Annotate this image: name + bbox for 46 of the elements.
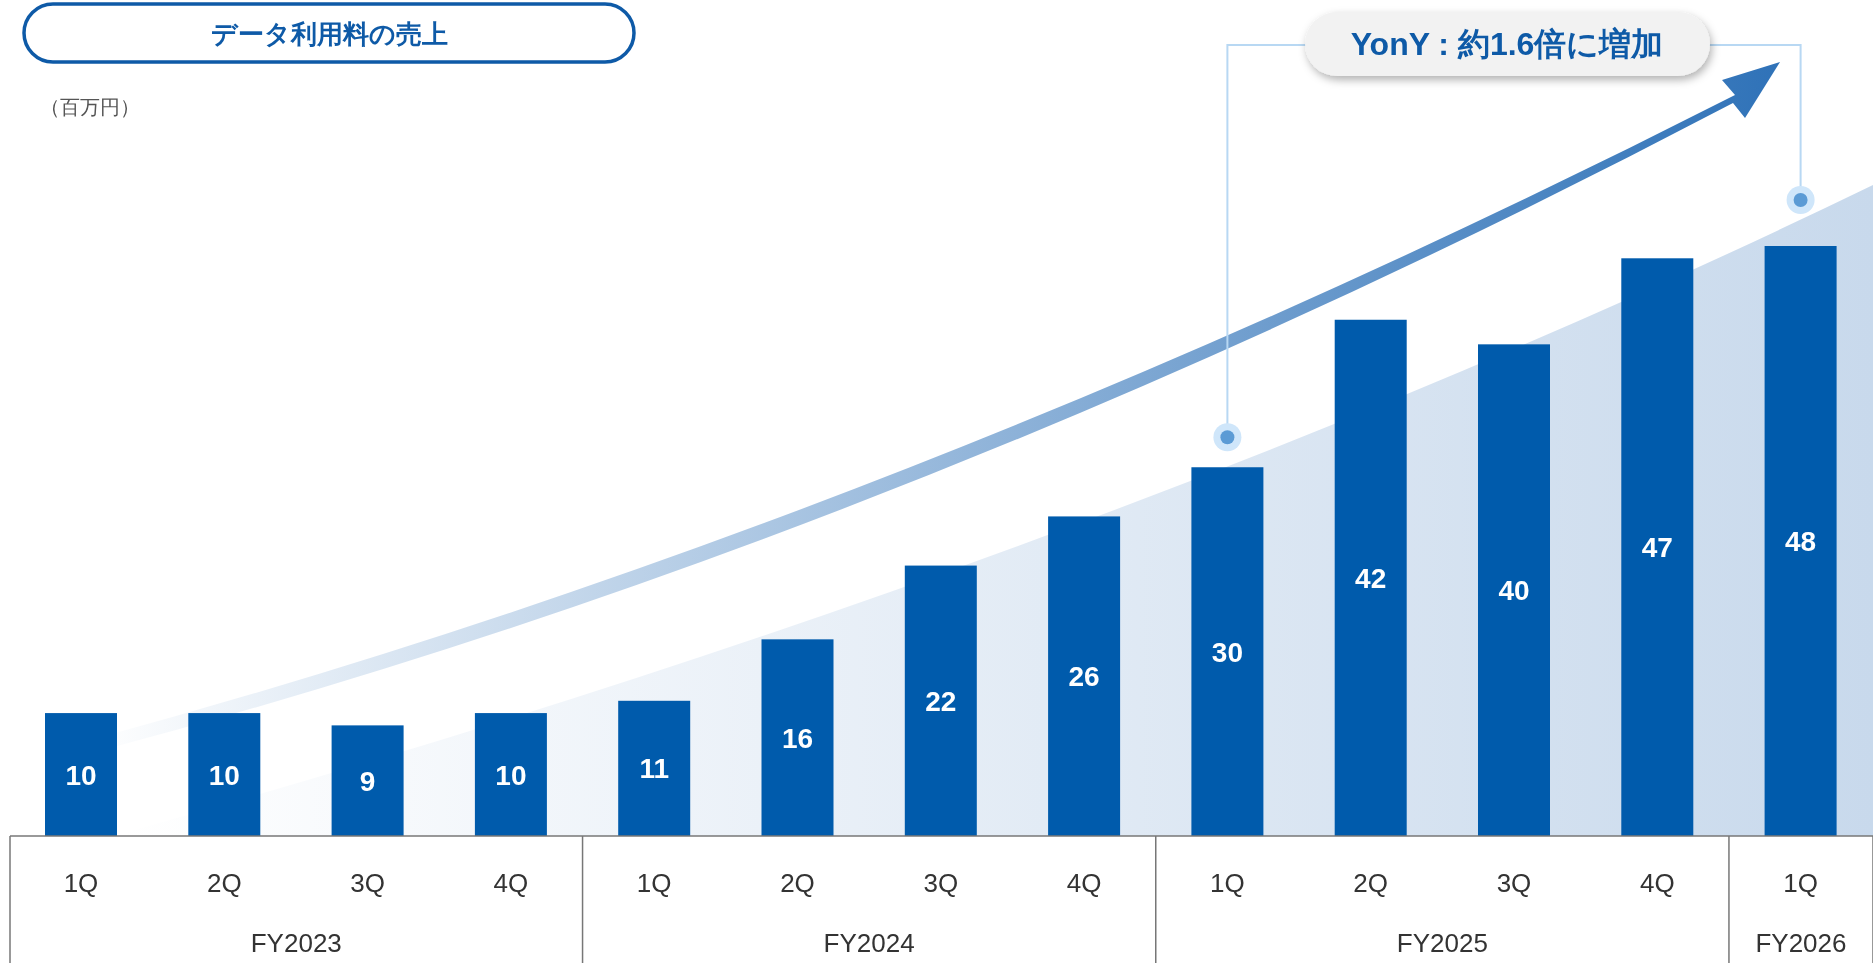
bar [474,713,547,836]
x-tick-label: 1Q [1783,868,1818,898]
data-label: 10 [208,759,240,791]
data-label: 22 [925,685,957,717]
text: FY2025 [1396,928,1488,958]
bar [331,725,404,836]
data-label: 11 [639,753,669,785]
x-tick-label: 3Q [1496,868,1532,898]
x-tick-label: 4Q [1639,868,1675,898]
data-label: 16 [781,722,814,754]
data-label: 42 [1355,562,1387,594]
bar [188,713,261,836]
x-tick-label: 1Q [636,868,672,898]
x-tick-label: 2Q [780,868,815,898]
x-tick-label: 4Q [493,868,529,898]
data-label: 47 [1641,532,1673,564]
bar [1478,344,1550,836]
bar [1048,516,1121,836]
x-tick-label: 3Q [923,868,959,898]
x-tick-label: 2Q [206,868,242,898]
data-label: 10 [65,759,97,791]
bar [1334,319,1407,836]
text: FY2026 [1755,928,1847,958]
data-label: 9 [359,765,376,797]
data-label: 40 [1498,575,1530,607]
x-tick-label: 1Q [63,868,99,898]
data-label: 48 [1785,526,1817,557]
x-tick-label: 1Q [1210,868,1245,898]
text: YonY : 約1.6倍に増加 [1350,26,1664,62]
data-label: 10 [495,759,527,791]
bar [1621,258,1694,836]
text: FY2024 [823,928,915,958]
text: （百万円） [40,96,140,118]
x-tick-label: 3Q [350,868,385,898]
data-label: 26 [1068,661,1100,693]
chart-title: データ利用料の売上 [210,19,448,49]
bar [1191,467,1264,836]
x-tick-label: 2Q [1353,868,1389,898]
text: FY2023 [250,928,342,958]
bar [1764,246,1837,836]
bar [761,639,834,836]
bar [618,700,691,836]
data-label: 30 [1211,636,1243,668]
bar [904,565,977,836]
x-tick-label: 4Q [1066,868,1102,898]
bar [45,713,117,836]
